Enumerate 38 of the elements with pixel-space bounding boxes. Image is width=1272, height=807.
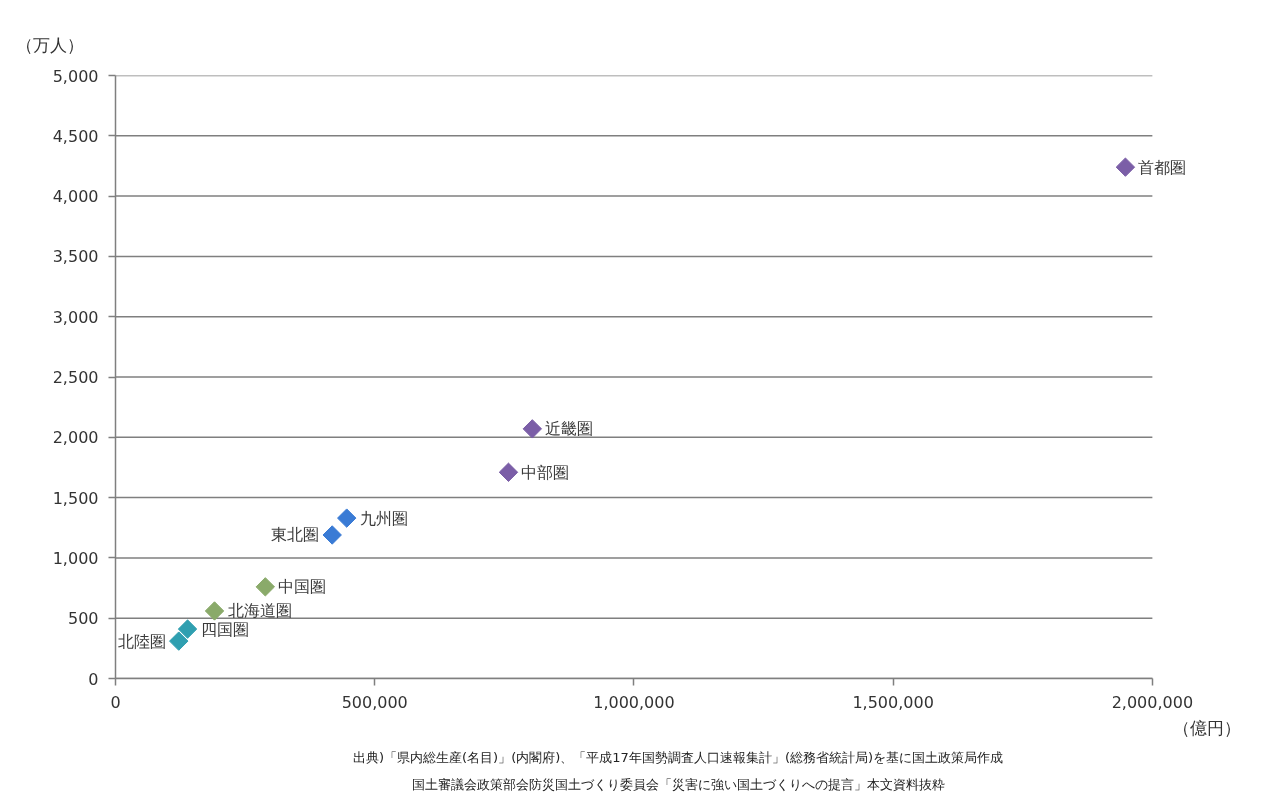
annotation: 首都圏 — [1138, 157, 1187, 177]
x-tick-label: 0 — [110, 692, 121, 712]
annotation: 九州圏 — [359, 508, 408, 528]
annotation: 近畿圏 — [545, 419, 594, 439]
point — [498, 462, 519, 482]
point — [204, 601, 225, 621]
annotation: 北海道圏 — [227, 601, 292, 621]
y-tick-label: 0 — [88, 669, 99, 689]
x-tick-label: 2,000,000 — [1111, 692, 1194, 712]
y-tick-label: 3,500 — [52, 247, 99, 267]
x-tick-label: 1,000,000 — [593, 692, 675, 712]
y-tick-label: 500 — [67, 609, 99, 629]
source-note: 出典)「県内総生産(名目)」(内閣府)、「平成17年国勢調査人口速報集計」(総務省統計局)を基に国土政策局作成 — [352, 749, 1004, 765]
y-tick-label: 5,000 — [52, 66, 99, 86]
text: 国土審議会政策部会防災国土づくり委員会「災害に強い国土づくりへの提言」本文資料抜粋 — [411, 776, 945, 792]
y-tick-label: 3,000 — [52, 307, 99, 327]
x-tick-label: 1,500,000 — [852, 692, 934, 712]
y-tick-label: 1,000 — [52, 548, 99, 568]
point — [522, 419, 543, 439]
y-tick-label: 2,500 — [52, 368, 99, 387]
annotation: 東北圏 — [271, 525, 320, 545]
annotation: 中国圏 — [278, 577, 327, 597]
point — [177, 619, 198, 639]
point — [1115, 157, 1136, 177]
annotation: 北陸圏 — [117, 631, 166, 651]
y-tick-label: 1,500 — [52, 488, 99, 508]
y-tick-label: 4,500 — [52, 126, 99, 146]
y-axis-title: （万人） — [15, 34, 84, 55]
point — [337, 508, 357, 528]
point — [169, 631, 189, 651]
y-tick-label: 4,000 — [52, 187, 99, 207]
annotation: 中部圏 — [521, 462, 570, 482]
x-tick-label: 500,000 — [341, 692, 408, 712]
point — [322, 525, 342, 545]
annotation: 四国圏 — [200, 619, 249, 639]
point — [255, 577, 276, 597]
y-tick-label: 2,000 — [52, 428, 99, 448]
x-axis-title: （億円） — [1172, 717, 1241, 738]
